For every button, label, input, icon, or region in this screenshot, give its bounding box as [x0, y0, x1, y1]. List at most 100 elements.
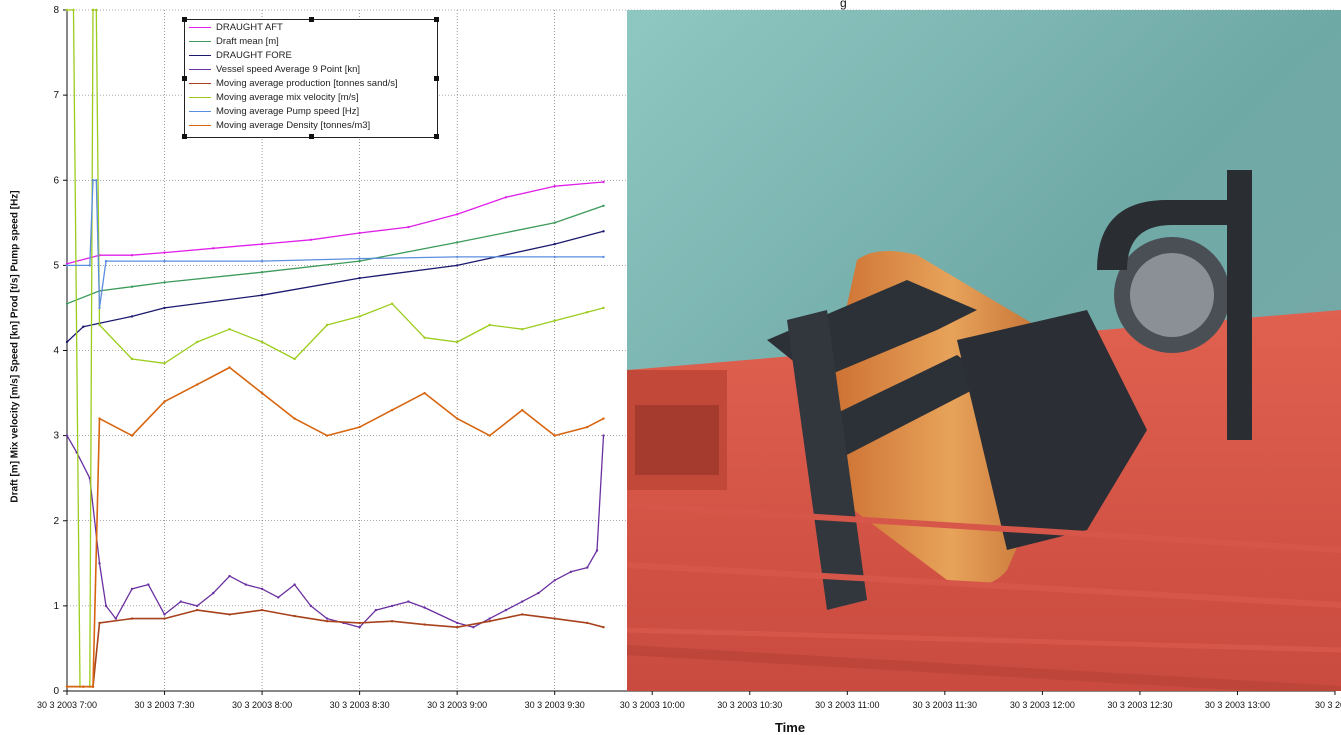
x-tick-label: 30 3 2003 8:30	[330, 700, 390, 710]
legend-entry: Moving average mix velocity [m/s]	[189, 92, 359, 105]
legend-handle[interactable]	[309, 134, 314, 139]
legend-handle[interactable]	[434, 17, 439, 22]
legend-swatch	[189, 26, 211, 28]
legend[interactable]: DRAUGHT AFT Draft mean [m] DRAUGHT FORE …	[182, 17, 439, 139]
x-tick-label: 30 3 2003 12:00	[1010, 700, 1075, 710]
series-point	[325, 323, 329, 327]
series-point	[553, 319, 556, 322]
legend-handle[interactable]	[182, 134, 187, 139]
series-point	[98, 417, 101, 420]
series-point	[488, 620, 491, 623]
series-point	[602, 626, 605, 629]
axis-layer: 0 1 2 3 4 5 6 7 8 30 3 2003 7:00 30 3 2003 7:30 30 …	[37, 5, 1341, 710]
dredge-winch-photo	[627, 10, 1341, 691]
legend-label: Vessel speed Average 9 Point [kn]	[216, 64, 361, 75]
legend-swatch	[189, 40, 211, 42]
series-point	[260, 391, 264, 395]
x-tick-label: 30 3 2003	[1315, 700, 1341, 710]
series-point	[374, 608, 378, 612]
series-point	[130, 285, 134, 288]
legend-label: Draft mean [m]	[216, 36, 279, 47]
series-point	[260, 608, 264, 612]
series-point	[195, 608, 199, 612]
legend-handle[interactable]	[434, 76, 439, 81]
series-point	[602, 230, 605, 233]
legend-swatch	[189, 68, 211, 70]
legend-handle[interactable]	[182, 17, 187, 22]
series-point	[293, 583, 296, 586]
series-point	[423, 623, 426, 626]
series-point	[65, 262, 69, 265]
series-point	[358, 315, 361, 318]
series-point	[82, 325, 85, 328]
series-point	[228, 574, 231, 578]
series-point	[358, 425, 361, 429]
series-point	[553, 185, 556, 188]
series-point	[130, 315, 134, 318]
series-line-4	[67, 609, 604, 688]
series-point	[98, 621, 101, 625]
series-point	[293, 357, 296, 361]
legend-handle[interactable]	[434, 134, 439, 139]
series-layer	[65, 8, 605, 688]
series-point	[260, 294, 264, 297]
x-tick-label: 30 3 2003 12:30	[1107, 700, 1172, 710]
y-tick-label: 8	[53, 5, 59, 16]
series-point	[130, 587, 134, 591]
series-point	[212, 247, 215, 250]
series-point	[488, 617, 491, 620]
y-axis-label: Draft [m] Mix velocity [m/s] Speed [kn] …	[9, 190, 21, 503]
legend-swatch	[189, 124, 211, 126]
series-point	[309, 604, 312, 608]
legend-swatch	[189, 96, 211, 98]
series-point	[586, 311, 589, 314]
series-point	[456, 264, 459, 267]
series-point	[553, 221, 556, 224]
series-point	[602, 204, 605, 207]
series-point	[228, 328, 231, 331]
series-point	[456, 255, 459, 259]
series-point	[98, 306, 101, 310]
series-point	[244, 583, 247, 586]
series-point	[65, 434, 69, 437]
y-tick-label: 0	[53, 686, 59, 697]
series-point	[390, 620, 394, 623]
x-tick-label: 30 3 2003 11:00	[815, 700, 879, 710]
series-point	[228, 366, 231, 369]
legend-handle[interactable]	[182, 76, 187, 81]
series-point	[423, 336, 426, 339]
legend-entry: Moving average Pump speed [Hz]	[189, 106, 359, 119]
series-point	[553, 579, 556, 582]
series-point	[602, 255, 605, 259]
series-point	[456, 626, 459, 629]
legend-handle[interactable]	[309, 17, 314, 22]
series-point	[325, 620, 329, 623]
series-point	[586, 425, 589, 429]
series-point	[423, 391, 426, 395]
series-point	[456, 241, 459, 244]
series-point	[98, 323, 101, 327]
series-point	[569, 570, 573, 573]
series-line-7	[67, 366, 604, 688]
legend-label: Moving average Pump speed [Hz]	[216, 106, 360, 117]
series-point	[488, 434, 491, 437]
series-point	[358, 257, 361, 260]
series-point	[147, 583, 150, 586]
series-point	[163, 362, 166, 365]
series-point	[130, 254, 134, 257]
x-tick-label: 30 3 2003 13:00	[1205, 700, 1270, 710]
series-point	[163, 617, 166, 620]
series-point	[260, 587, 264, 591]
series-point	[325, 617, 329, 620]
series-point	[602, 306, 605, 310]
legend-entry: DRAUGHT FORE	[189, 50, 292, 63]
x-tick-label: 30 3 2003 10:30	[717, 700, 782, 710]
series-point	[82, 685, 85, 688]
series-point	[91, 8, 95, 12]
x-tick-label: 30 3 2003 9:30	[525, 700, 585, 710]
series-line-3	[66, 435, 605, 628]
series-point	[537, 591, 540, 595]
x-tick-label: 30 3 2003 9:00	[427, 700, 487, 710]
series-point	[521, 328, 524, 331]
legend-label: Moving average Density [tonnes/m3]	[216, 120, 371, 131]
